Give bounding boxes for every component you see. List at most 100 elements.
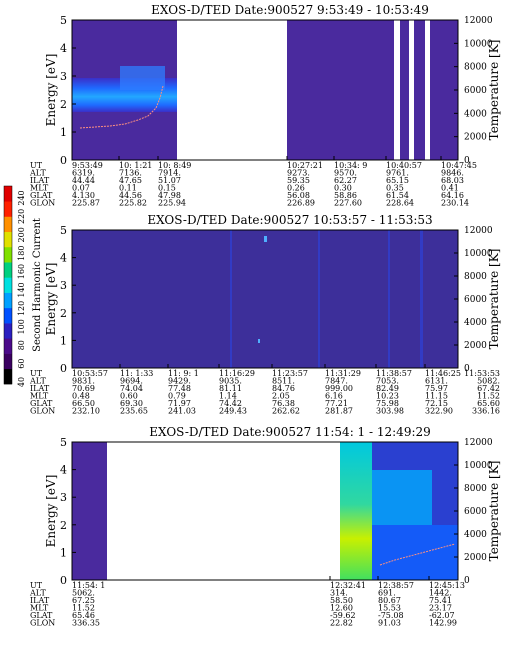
panel-3-y2label: Temperature [K]: [487, 461, 501, 562]
table-cell: -62.07: [429, 611, 455, 620]
panel-2-stripe-2: [318, 230, 320, 368]
table-cell: 0.26: [287, 184, 305, 193]
table-cell: 225.82: [119, 199, 147, 208]
y2-tick-label: 4000: [464, 318, 487, 328]
colorbar-tick-label: 200: [17, 227, 26, 242]
table-cell: 69.30: [120, 399, 143, 408]
table-cell: 84.76: [272, 384, 295, 393]
y2-tick-label: 10000: [464, 39, 493, 49]
panel-1-gap-2: [409, 20, 414, 160]
table-cell: 59.35: [287, 176, 310, 185]
table-cell: 75.98: [376, 399, 399, 408]
table-cell: 2.05: [272, 392, 290, 401]
panel-1-temperature-trace: [79, 85, 164, 129]
table-cell: 47.65: [119, 176, 142, 185]
colorbar-tick-label: 220: [17, 209, 26, 224]
table-cell: 91.03: [378, 619, 401, 628]
table-cell: 61.54: [386, 191, 409, 200]
y2-tick-label: 2000: [464, 133, 487, 143]
y2-tick-label: 8000: [464, 272, 487, 282]
y-tick-label: 0: [60, 362, 67, 375]
table-row-label: GLON: [30, 619, 55, 628]
panel-1-y2label: Temperature [K]: [487, 40, 501, 141]
panel-2-plot-area: [71, 229, 459, 369]
table-cell: 9035.: [219, 377, 242, 386]
table-cell: 11: 9: 1: [168, 369, 199, 378]
table-cell: 225.94: [158, 199, 186, 208]
y2-tick-label: 12000: [464, 226, 493, 236]
table-cell: 281.87: [325, 407, 353, 416]
table-cell: 11.52: [477, 392, 500, 401]
colorbar-swatch: [4, 368, 12, 385]
table-cell: 10:40:57: [386, 161, 422, 170]
y2-tick-label: 8000: [464, 63, 487, 73]
table-cell: 11.15: [425, 392, 448, 401]
panel-2-stripe-4: [420, 230, 423, 368]
y-tick-label: 5: [60, 14, 67, 27]
table-cell: 11: 1:33: [120, 369, 153, 378]
table-cell: 62.27: [334, 176, 357, 185]
y-tick-label: 4: [60, 464, 67, 477]
colorbar-swatch: [4, 323, 12, 339]
table-cell: 12:45:13: [429, 581, 465, 590]
panel-3-lower-band: [372, 525, 458, 580]
colorbar-swatch: [4, 231, 12, 248]
table-cell: 75.97: [425, 384, 448, 393]
colorbar-label: Second Harmonic Current: [32, 218, 43, 352]
y-tick-label: 3: [60, 491, 67, 504]
table-cell: 7847.: [325, 377, 348, 386]
table-cell: 228.64: [386, 199, 414, 208]
table-cell: 241.03: [168, 407, 196, 416]
table-cell: 6.16: [325, 392, 343, 401]
table-cell: 68.03: [441, 176, 464, 185]
y2-tick-label: 12000: [464, 16, 493, 26]
table-cell: 71.97: [168, 399, 191, 408]
table-cell: 336.35: [72, 619, 100, 628]
table-row-label: ALT: [29, 377, 46, 386]
table-cell: 232.10: [72, 407, 100, 416]
table-cell: 9694.: [120, 377, 143, 386]
table-row-label: MLT: [30, 184, 49, 193]
table-row-label: GLAT: [30, 611, 53, 620]
table-cell: 44.44: [72, 176, 95, 185]
table-cell: 75.41: [429, 596, 452, 605]
colorbar-tick-label: 80: [17, 340, 26, 350]
table-cell: 11:53:53: [464, 369, 500, 378]
y2-tick-label: 8000: [464, 484, 487, 494]
table-cell: 7136.: [119, 169, 142, 178]
panel-2-title: EXOS-D/TED Date:900527 10:53:57 - 11:53:…: [147, 213, 432, 227]
panel-1-gap-1: [394, 20, 400, 160]
panel-1-gap-3: [425, 20, 430, 160]
y-tick-label: 2: [60, 98, 67, 111]
y-tick-label: 0: [60, 154, 67, 167]
table-row-label: GLAT: [30, 191, 53, 200]
y-tick-label: 1: [60, 546, 67, 559]
table-cell: 6131.: [425, 377, 448, 386]
table-cell: 9570.: [334, 169, 357, 178]
table-row-label: GLON: [30, 407, 55, 416]
table-cell: 225.87: [72, 199, 100, 208]
table-cell: 9846.: [441, 169, 464, 178]
table-cell: 0.11: [119, 184, 137, 193]
table-cell: 9761.: [386, 169, 409, 178]
table-cell: 9831.: [72, 377, 95, 386]
y2-tick-label: 6000: [464, 86, 487, 96]
table-cell: 0.79: [168, 392, 186, 401]
table-cell: 5082.: [477, 377, 500, 386]
table-cell: 65.15: [386, 176, 409, 185]
table-cell: 322.90: [425, 407, 453, 416]
table-cell: 0.41: [441, 184, 459, 193]
table-cell: 10:47:45: [441, 161, 477, 170]
table-cell: 0.07: [72, 184, 90, 193]
table-cell: 81.11: [219, 384, 242, 393]
table-cell: 11:46:25: [425, 369, 461, 378]
table-cell: 70.69: [72, 384, 95, 393]
y2-tick-label: 12000: [464, 438, 493, 448]
table-row-label: ILAT: [30, 176, 50, 185]
table-cell: 66.50: [72, 399, 95, 408]
colorbar-swatch: [4, 216, 12, 232]
table-cell: 74.04: [120, 384, 143, 393]
panel-2-stripe-1: [230, 230, 232, 368]
table-cell: 72.15: [425, 399, 448, 408]
